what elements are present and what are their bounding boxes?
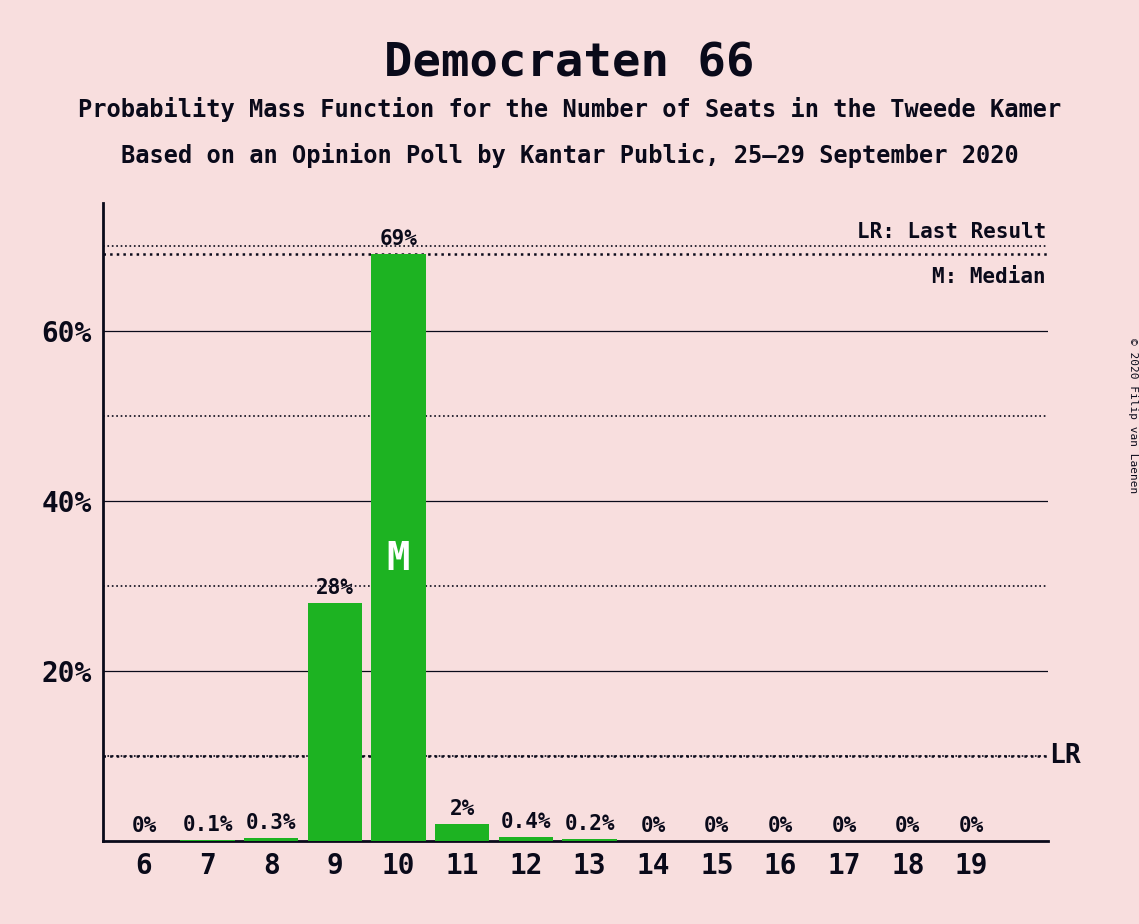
Bar bbox=[244, 838, 298, 841]
Text: 0%: 0% bbox=[131, 816, 156, 835]
Text: © 2020 Filip van Laenen: © 2020 Filip van Laenen bbox=[1129, 338, 1138, 493]
Text: 0.3%: 0.3% bbox=[246, 813, 296, 833]
Text: 0%: 0% bbox=[895, 816, 920, 835]
Text: M: Median: M: Median bbox=[933, 267, 1046, 287]
Text: 2%: 2% bbox=[450, 798, 475, 819]
Text: 0%: 0% bbox=[831, 816, 857, 835]
Text: 0%: 0% bbox=[768, 816, 793, 835]
Text: Democraten 66: Democraten 66 bbox=[384, 42, 755, 87]
Bar bbox=[371, 254, 426, 841]
Text: 0%: 0% bbox=[959, 816, 984, 835]
Text: Based on an Opinion Poll by Kantar Public, 25–29 September 2020: Based on an Opinion Poll by Kantar Publi… bbox=[121, 143, 1018, 168]
Text: 0.1%: 0.1% bbox=[182, 815, 232, 835]
Bar bbox=[499, 837, 552, 841]
Text: LR: LR bbox=[1049, 743, 1081, 769]
Text: 0%: 0% bbox=[704, 816, 729, 835]
Bar bbox=[563, 839, 616, 841]
Text: Probability Mass Function for the Number of Seats in the Tweede Kamer: Probability Mass Function for the Number… bbox=[77, 97, 1062, 122]
Text: M: M bbox=[387, 541, 410, 578]
Text: 0%: 0% bbox=[640, 816, 666, 835]
Text: 0.4%: 0.4% bbox=[501, 812, 551, 833]
Text: 0.2%: 0.2% bbox=[564, 814, 615, 834]
Bar bbox=[308, 602, 362, 841]
Text: 69%: 69% bbox=[379, 229, 418, 249]
Text: LR: Last Result: LR: Last Result bbox=[857, 222, 1046, 241]
Text: 28%: 28% bbox=[316, 578, 354, 598]
Bar bbox=[435, 824, 490, 841]
